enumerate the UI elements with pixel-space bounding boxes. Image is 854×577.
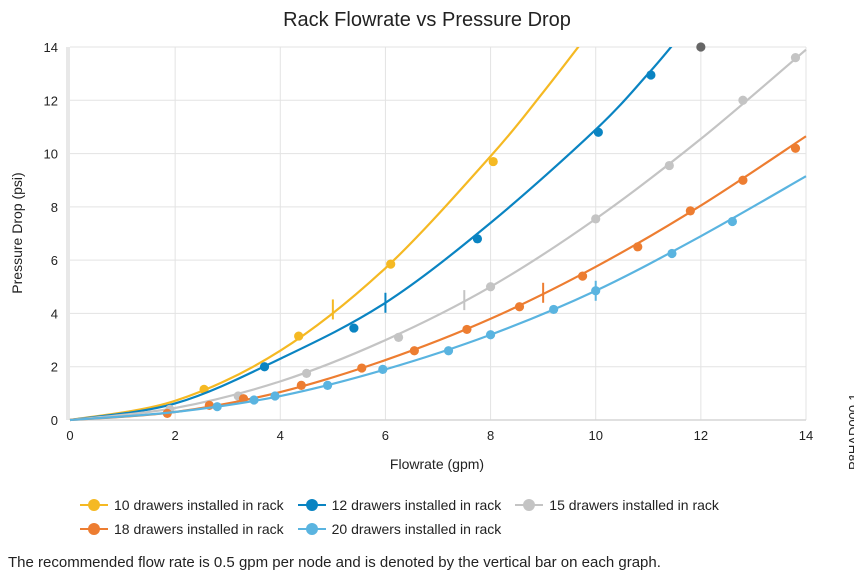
y-axis-label: Pressure Drop (psi) [9,172,25,293]
legend-label-15-drawers: 15 drawers installed in rack [549,497,719,513]
data-point [259,362,270,372]
data-point [301,368,312,378]
data-point [685,206,695,216]
extra-data-point [696,42,706,52]
legend-swatch-18-drawers [80,523,108,535]
data-point [738,95,748,105]
y-tick-label: 12 [44,93,58,108]
y-tick-label: 8 [51,200,58,215]
data-point [238,394,249,404]
data-point [549,304,559,315]
legend-label-12-drawers: 12 drawers installed in rack [331,497,502,513]
legend-item-18-drawers: 18 drawers installed in rack [80,521,284,537]
footnote: The recommended flow rate is 0.5 gpm per… [8,554,661,571]
data-point [485,330,496,340]
series-line [69,47,580,422]
chart-title: Rack Flowrate vs Pressure Drop [283,9,571,31]
data-point [514,302,525,312]
legend-item-10-drawers: 10 drawers installed in rack [80,497,284,513]
legend-label-18-drawers: 18 drawers installed in rack [114,521,284,537]
series-line [69,135,807,422]
data-point [646,70,656,80]
series-line [69,175,807,422]
y-tick-label: 2 [51,360,58,375]
data-point [249,395,259,405]
legend-swatch-10-drawers [80,499,108,511]
x-tick-label: 12 [694,428,708,443]
x-axis-label: Flowrate (gpm) [390,456,484,472]
data-point [349,323,359,333]
axes: 0 2 4 6 8 10 12 14 0 2 4 6 8 10 12 14 [44,40,814,443]
data-point [664,160,674,171]
x-tick-label: 10 [588,428,602,443]
data-point [727,216,738,227]
legend-item-12-drawers: 12 drawers installed in rack [297,497,502,513]
x-tick-label: 8 [487,428,494,443]
legend-row-2: 18 drawers installed in rack 20 drawers … [80,517,800,541]
data-point [472,234,483,244]
series-1 [69,47,673,422]
series-layer [69,42,807,422]
data-point [393,332,404,343]
y-tick-label: 10 [44,147,58,162]
series-line [69,48,807,422]
data-point [485,282,496,292]
data-point [323,380,333,390]
x-tick-label: 0 [66,428,73,443]
legend-item-20-drawers: 20 drawers installed in rack [297,521,502,537]
series-4 [69,175,807,422]
legend-item-15-drawers: 15 drawers installed in rack [515,497,719,513]
data-point [357,363,367,373]
data-point [378,364,388,374]
data-point [212,402,222,412]
data-point [443,346,454,356]
data-point [577,271,588,281]
data-point [591,214,601,224]
y-tick-label: 6 [51,253,58,268]
data-point [667,248,677,259]
series-2 [69,48,807,422]
data-point [790,53,801,63]
x-tick-label: 6 [382,428,389,443]
x-tick-label: 4 [277,428,284,443]
legend-label-10-drawers: 10 drawers installed in rack [114,497,284,513]
grid [70,46,807,420]
x-tick-label: 2 [172,428,179,443]
series-line [69,47,673,422]
data-point [409,346,419,356]
y-tick-label: 0 [51,413,58,428]
data-point [738,175,748,185]
data-point [462,324,472,335]
legend-swatch-12-drawers [297,499,326,511]
legend-label-20-drawers: 20 drawers installed in rack [331,521,502,537]
data-point [386,259,396,269]
legend-row-1: 10 drawers installed in rack 12 drawers … [80,493,800,517]
y-axis-bar [66,47,70,420]
legend: 10 drawers installed in rack 12 drawers … [80,493,800,541]
y-tick-label: 14 [44,40,58,55]
data-point [296,380,306,390]
x-tick-label: 14 [799,428,813,443]
series-3 [69,135,807,422]
data-point [633,242,643,252]
data-point [488,156,498,167]
data-point [593,127,603,137]
y-tick-label: 4 [51,306,58,321]
legend-swatch-20-drawers [297,523,326,535]
data-point [294,331,304,341]
data-point [790,143,801,153]
data-point [270,391,280,401]
series-0 [69,47,580,422]
figure-id: P8HAD000-1 [846,393,854,470]
legend-swatch-15-drawers [515,499,544,511]
